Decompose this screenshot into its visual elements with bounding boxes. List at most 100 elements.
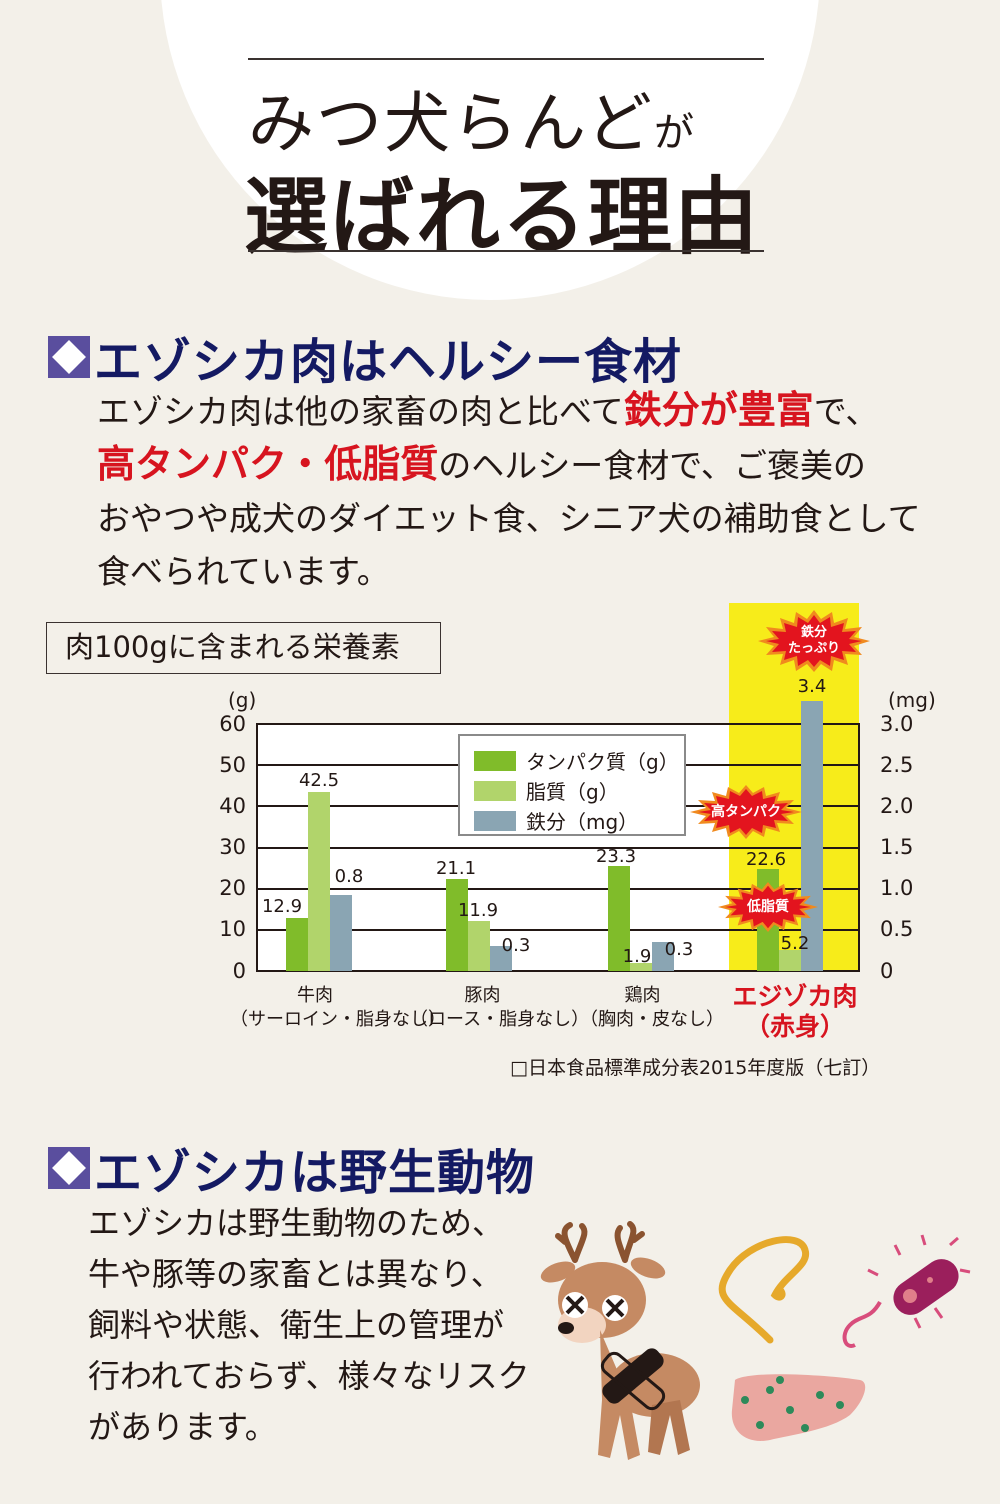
value-label: 5.2 bbox=[780, 933, 810, 954]
burst-text: 低脂質 bbox=[747, 899, 789, 915]
y-tick-left: 40 bbox=[219, 794, 246, 818]
legend-item-protein: タンパク質（g） bbox=[474, 746, 679, 775]
value-label: 22.6 bbox=[745, 849, 787, 870]
burst-iron-rich: 鉄分 たっぷり bbox=[758, 610, 870, 672]
y-tick-right: 0.5 bbox=[880, 917, 914, 941]
y-tick-right: 0 bbox=[880, 959, 894, 983]
section2-heading: エゾシカは野生動物 bbox=[48, 1133, 535, 1203]
category-sub: （ロース・脂身なし） bbox=[410, 1009, 590, 1030]
hero-brand-name: みつ犬らんど bbox=[248, 85, 655, 162]
value-label: 3.4 bbox=[797, 676, 827, 697]
value-label: 0.8 bbox=[334, 866, 364, 887]
section1-title: エゾシカ肉はヘルシー食材 bbox=[94, 334, 683, 390]
bacteria-icon bbox=[842, 1234, 971, 1348]
hero-title-line2: 選ばれる理由 bbox=[244, 167, 761, 266]
text: のヘルシー食材で、ご褒美の bbox=[438, 446, 866, 485]
y-tick-right: 1.5 bbox=[880, 835, 914, 859]
section2-title: エゾシカは野生動物 bbox=[94, 1145, 536, 1201]
parasite-worm-icon bbox=[718, 1236, 810, 1344]
section2-paragraph: エゾシカは野生動物のため、 牛や豚等の家畜とは異なり、 飼料や状態、衛生上の管理… bbox=[88, 1198, 530, 1453]
starburst-icon bbox=[718, 882, 818, 932]
y-axis-right-unit: (mg) bbox=[888, 688, 936, 712]
gridline-20 bbox=[256, 888, 860, 890]
highlight-iron-rich: 鉄分が豊富 bbox=[623, 388, 814, 432]
burst-low-fat: 低脂質 bbox=[718, 882, 818, 932]
text: で、 bbox=[813, 392, 879, 431]
category-name: 鶏肉 bbox=[624, 985, 661, 1006]
para-line: 飼料や状態、衛生上の管理が bbox=[88, 1306, 505, 1344]
value-label: 23.3 bbox=[595, 846, 637, 867]
burst-text: たっぷり bbox=[787, 641, 840, 656]
bar-chicken-protein bbox=[608, 866, 630, 971]
value-label: 12.9 bbox=[261, 896, 303, 917]
category-chicken: 鶏肉 （胸肉・皮なし） bbox=[580, 984, 724, 1032]
para-line: 牛や豚等の家畜とは異なり、 bbox=[88, 1255, 503, 1293]
highlight-high-protein-low-fat: 高タンパク・低脂質 bbox=[97, 442, 439, 486]
legend-item-fat: 脂質（g） bbox=[474, 776, 619, 805]
para-line-4: 食べられています。 bbox=[97, 552, 390, 591]
plot-frame bbox=[256, 723, 860, 972]
y-tick-left: 60 bbox=[219, 712, 246, 736]
hero-title-line1: みつ犬らんどが bbox=[248, 70, 768, 166]
burst-text: 高タンパク bbox=[711, 804, 781, 820]
bar-beef-protein bbox=[286, 918, 308, 971]
category-pork: 豚肉 （ロース・脂身なし） bbox=[410, 984, 590, 1032]
y-tick-left: 10 bbox=[219, 917, 246, 941]
para-line-1: エゾシカ肉は他の家畜の肉と比べて鉄分が豊富で、 bbox=[97, 384, 921, 438]
legend-swatch bbox=[474, 750, 516, 771]
section1-heading: エゾシカ肉はヘルシー食材 bbox=[48, 322, 682, 392]
para-line: 行われておらず、様々なリスク bbox=[88, 1357, 530, 1395]
y-tick-left: 0 bbox=[232, 959, 246, 983]
hero-particle: が bbox=[654, 110, 697, 156]
category-name: 豚肉 bbox=[464, 985, 501, 1006]
bar-pork-iron bbox=[490, 946, 512, 971]
value-label: 0.3 bbox=[501, 935, 531, 956]
value-label: 1.9 bbox=[622, 946, 652, 967]
category-sub: （赤身） bbox=[744, 1012, 845, 1041]
legend-label: 脂質（g） bbox=[526, 780, 619, 804]
bar-chicken-iron bbox=[652, 942, 674, 971]
para-line-3: おやつや成犬のダイエット食、シニア犬の補助食として bbox=[97, 499, 921, 538]
category-sub: （サーロイン・脂身なし） bbox=[230, 1009, 446, 1030]
diseased-liver-icon bbox=[731, 1374, 866, 1441]
chart-legend: タンパク質（g） 脂質（g） 鉄分（mg） bbox=[458, 734, 686, 836]
legend-label: タンパク質（g） bbox=[526, 750, 679, 774]
value-label: 42.5 bbox=[298, 770, 340, 791]
nutrient-box-label: 肉100gに含まれる栄養素 bbox=[46, 622, 441, 674]
starburst-icon bbox=[690, 785, 802, 839]
bar-ezo-iron bbox=[801, 701, 823, 971]
y-tick-left: 20 bbox=[219, 876, 246, 900]
burst-high-protein: 高タンパク bbox=[690, 785, 802, 839]
para-line: エゾシカは野生動物のため、 bbox=[88, 1204, 505, 1242]
hero-bottom-rule bbox=[248, 250, 764, 252]
gridline-30 bbox=[256, 847, 860, 849]
diamond-bullet-icon bbox=[48, 336, 90, 378]
gridline-10 bbox=[256, 929, 860, 931]
diamond-bullet-icon bbox=[48, 1147, 90, 1189]
hero-top-rule bbox=[248, 58, 764, 60]
starburst-icon bbox=[758, 610, 870, 672]
y-axis-left-unit: (g) bbox=[228, 688, 257, 712]
risk-illustrations bbox=[530, 1200, 980, 1500]
text: エゾシカ肉は他の家畜の肉と比べて bbox=[97, 392, 624, 431]
legend-swatch bbox=[474, 780, 516, 801]
bar-pork-fat bbox=[468, 921, 490, 971]
value-label: 11.9 bbox=[457, 900, 499, 921]
y-tick-right: 3.0 bbox=[880, 712, 914, 736]
category-beef: 牛肉 （サーロイン・脂身なし） bbox=[230, 984, 446, 1032]
data-source-note: □日本食品標準成分表2015年度版（七訂） bbox=[510, 1057, 881, 1079]
y-tick-left: 50 bbox=[219, 753, 246, 777]
legend-swatch bbox=[474, 810, 516, 831]
injured-deer-icon bbox=[540, 1221, 700, 1460]
y-tick-right: 2.5 bbox=[880, 753, 914, 777]
bar-ezo-fat bbox=[779, 950, 801, 971]
category-name: エジゾカ肉 bbox=[732, 982, 858, 1011]
y-tick-left: 30 bbox=[219, 835, 246, 859]
legend-label: 鉄分（mg） bbox=[526, 810, 639, 834]
category-sub: （胸肉・皮なし） bbox=[580, 1009, 724, 1030]
bar-beef-iron bbox=[330, 895, 352, 971]
category-name: 牛肉 bbox=[297, 985, 333, 1006]
category-ezo: エジゾカ肉 （赤身） bbox=[715, 982, 875, 1042]
y-tick-right: 1.0 bbox=[880, 876, 914, 900]
bar-pork-protein bbox=[446, 879, 468, 971]
